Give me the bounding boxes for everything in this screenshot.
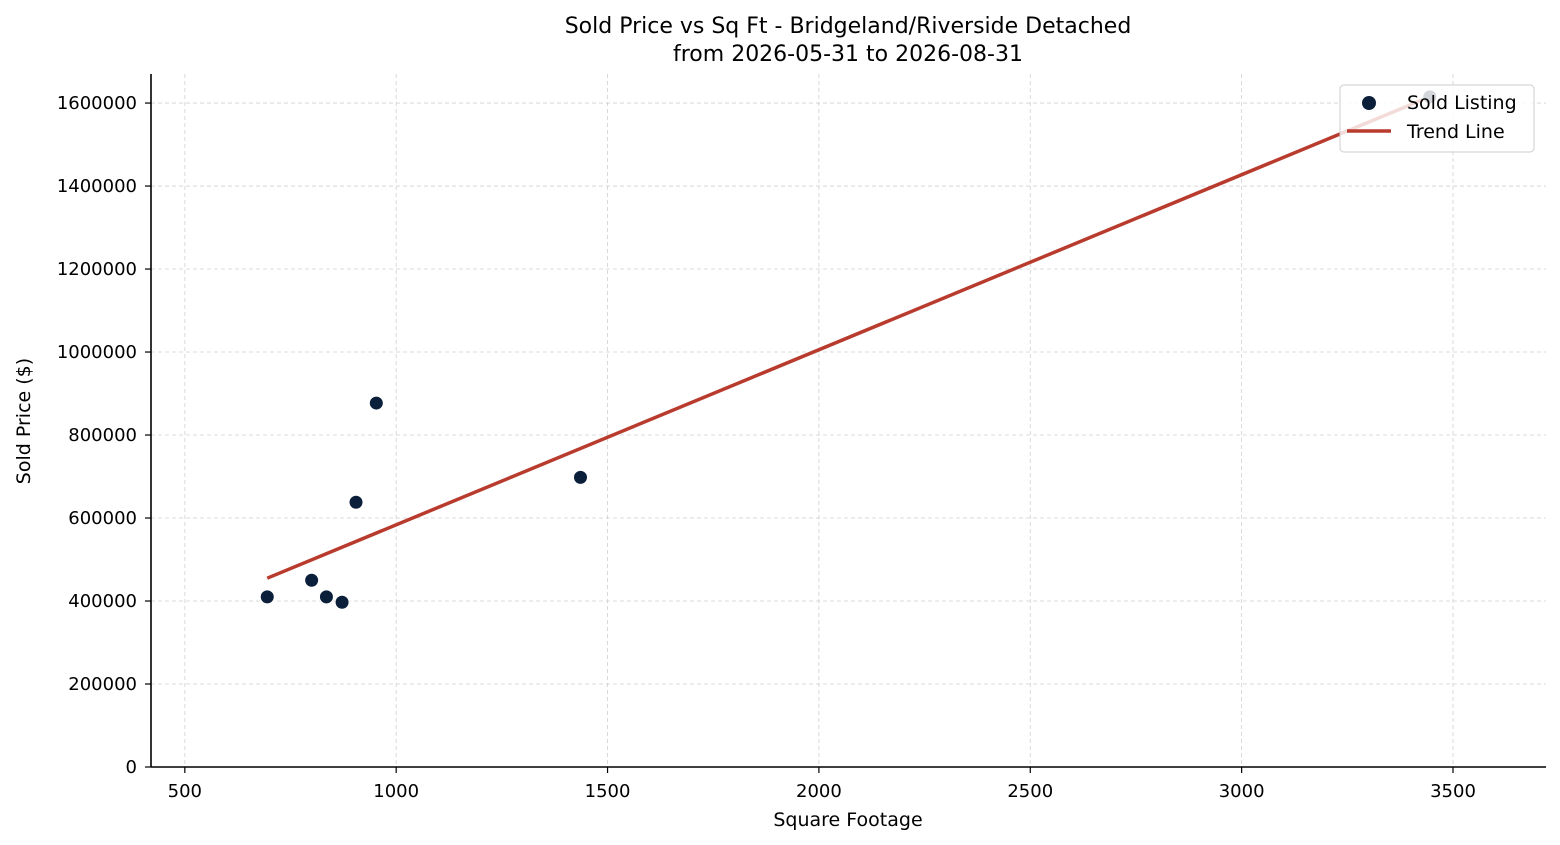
grid [151, 74, 1546, 768]
x-tick-label: 500 [168, 781, 202, 802]
plot-area [259, 89, 1438, 610]
y-tick-label: 800000 [68, 425, 137, 446]
scatter-point [334, 594, 350, 610]
y-tick-label: 400000 [68, 591, 137, 612]
axes [150, 74, 1546, 768]
legend-box [1339, 84, 1535, 153]
x-tick-label: 2500 [1007, 781, 1053, 802]
y-tick-label: 200000 [68, 674, 137, 695]
y-tick-label: 1400000 [57, 176, 137, 197]
x-tick-label: 2000 [796, 781, 842, 802]
y-tick-label: 1000000 [57, 342, 137, 363]
x-axis-label: Square Footage [773, 809, 922, 831]
x-tick-label: 3500 [1430, 781, 1476, 802]
legend: Sold Listing Trend Line [1339, 84, 1535, 153]
trend-line [266, 95, 1431, 580]
y-tick-label: 1200000 [57, 259, 137, 280]
scatter-point [259, 589, 275, 605]
legend-label-sold-listing: Sold Listing [1407, 92, 1517, 114]
y-tick-label: 1600000 [57, 93, 137, 114]
y-tick-label: 600000 [68, 508, 137, 529]
y-tick-label: 0 [126, 757, 137, 778]
chart-subtitle: from 2026-05-31 to 2026-08-31 [673, 42, 1023, 67]
scatter-point [348, 494, 364, 510]
ticks: 500 1000 1500 2000 2500 3000 3500 0 200000 400000… [57, 93, 1476, 802]
x-tick-label: 3000 [1219, 781, 1265, 802]
y-axis-label: Sold Price ($) [13, 358, 35, 484]
legend-label-trend-line: Trend Line [1406, 121, 1505, 143]
x-tick-label: 1500 [585, 781, 631, 802]
scatter-point [572, 469, 588, 485]
legend-marker-sold-listing [1362, 96, 1376, 110]
scatter-point [304, 572, 320, 588]
x-tick-label: 1000 [373, 781, 419, 802]
chart-title: Sold Price vs Sq Ft - Bridgeland/Riversi… [565, 14, 1132, 39]
scatter-point [368, 395, 384, 411]
scatter-point [318, 589, 334, 605]
